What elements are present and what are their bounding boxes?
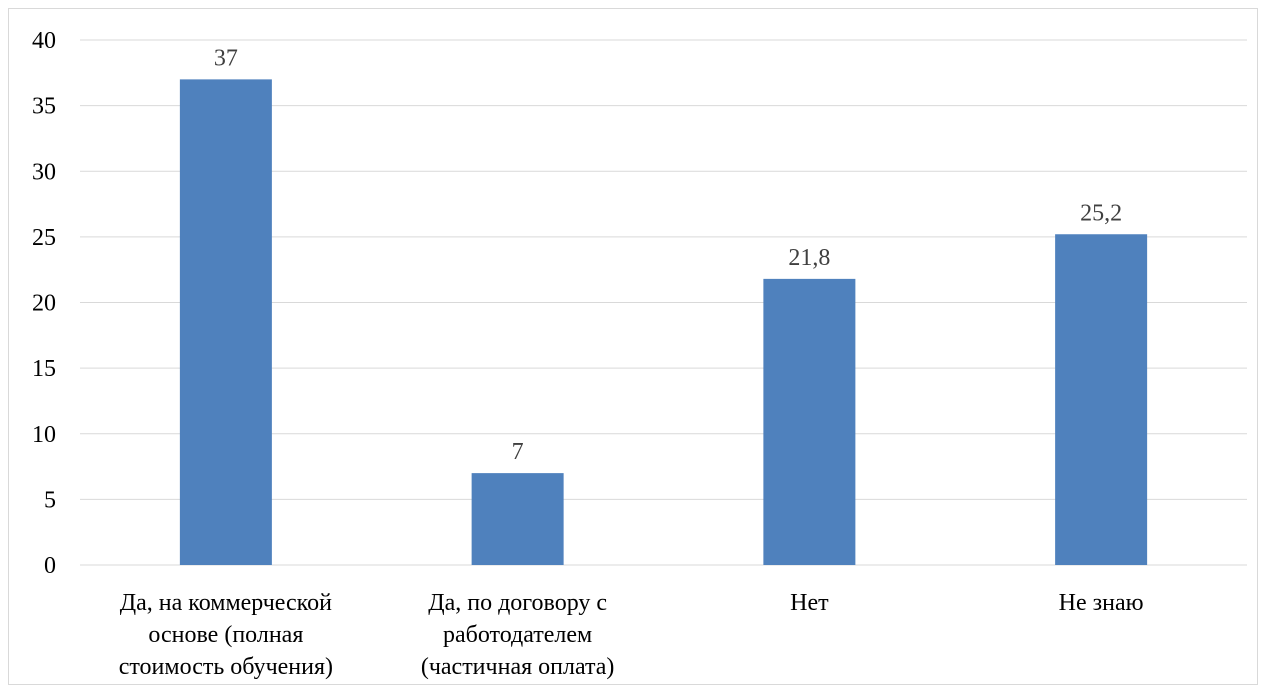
- x-axis-category-labels: Да, на коммерческой основе (полная стоимос…: [119, 590, 1144, 680]
- y-tick-label: 5: [44, 487, 56, 513]
- bar: [471, 473, 564, 565]
- bar: [179, 79, 272, 565]
- y-tick-label: 30: [32, 159, 56, 185]
- x-category-label-line: работодателем: [443, 622, 592, 648]
- x-category-label: Не знаю: [1059, 590, 1144, 616]
- x-category-label-line: основе (полная: [148, 622, 303, 648]
- x-category-label-line: Да, по договору с: [428, 590, 607, 616]
- y-tick-label: 25: [32, 225, 56, 251]
- y-tick-label: 35: [32, 94, 56, 120]
- x-category-label: Да, по договору с работодателем (частичная…: [421, 590, 615, 680]
- y-tick-label: 15: [32, 356, 56, 382]
- x-category-label: Да, на коммерческой основе (полная стоимос…: [119, 590, 333, 680]
- x-category-label-line: (частичная оплата): [421, 654, 615, 680]
- x-category-label-line: Не знаю: [1059, 590, 1144, 616]
- x-category-label-line: Нет: [790, 590, 829, 616]
- data-label: 21,8: [788, 245, 830, 271]
- y-tick-label: 10: [32, 422, 56, 448]
- data-label: 7: [512, 439, 524, 465]
- x-category-label-line: Да, на коммерческой: [120, 590, 332, 616]
- y-tick-label: 20: [32, 291, 56, 317]
- bar: [1055, 234, 1148, 565]
- y-tick-label: 40: [32, 28, 56, 54]
- x-category-label: Нет: [790, 590, 829, 616]
- x-category-label-line: стоимость обучения): [119, 654, 333, 680]
- data-label: 25,2: [1080, 200, 1122, 226]
- data-label: 37: [214, 45, 238, 71]
- y-tick-label: 0: [44, 553, 56, 579]
- grid-lines: [80, 39, 1247, 566]
- bars: [179, 79, 1148, 565]
- y-axis-tick-labels: 0 5 10 15 20 25 30 35 40: [32, 28, 56, 579]
- bar: [763, 278, 856, 565]
- data-labels: 37 7 21,8 25,2: [214, 45, 1122, 465]
